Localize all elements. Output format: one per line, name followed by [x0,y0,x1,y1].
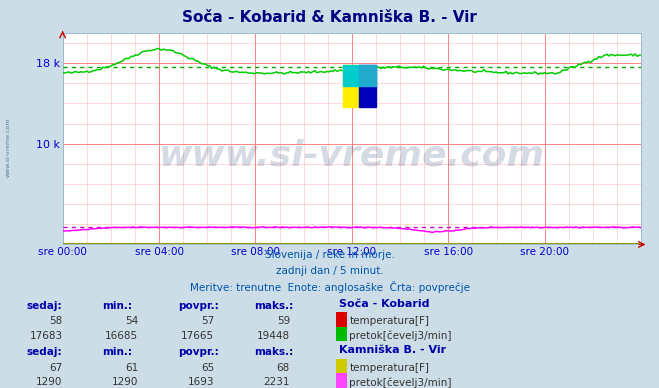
Text: 65: 65 [201,363,214,373]
Text: 57: 57 [201,316,214,326]
Text: min.:: min.: [102,347,132,357]
Text: temperatura[F]: temperatura[F] [349,316,429,326]
Text: 1290: 1290 [112,377,138,387]
Text: 61: 61 [125,363,138,373]
Text: povpr.:: povpr.: [178,347,219,357]
Text: maks.:: maks.: [254,301,293,311]
Text: 19448: 19448 [257,331,290,341]
Text: temperatura[F]: temperatura[F] [349,363,429,373]
Text: sedaj:: sedaj: [26,301,62,311]
Text: min.:: min.: [102,301,132,311]
Text: 17683: 17683 [30,331,63,341]
Text: 1693: 1693 [188,377,214,387]
Text: povpr.:: povpr.: [178,301,219,311]
Bar [359,65,376,107]
Bar [359,65,376,86]
Bar [343,65,359,86]
Text: 17665: 17665 [181,331,214,341]
Text: Soča - Kobarid: Soča - Kobarid [339,299,430,309]
Text: 54: 54 [125,316,138,326]
Text: zadnji dan / 5 minut.: zadnji dan / 5 minut. [275,266,384,276]
Bar [343,65,359,107]
Text: pretok[čevelj3/min]: pretok[čevelj3/min] [349,331,452,341]
Text: 1290: 1290 [36,377,63,387]
Text: 59: 59 [277,316,290,326]
Text: 2231: 2231 [264,377,290,387]
Text: Kamniška B. - Vir: Kamniška B. - Vir [339,345,447,355]
Text: www.si-vreme.com: www.si-vreme.com [159,139,545,173]
Text: 16685: 16685 [105,331,138,341]
Text: Meritve: trenutne  Enote: anglosaške  Črta: povprečje: Meritve: trenutne Enote: anglosaške Črta… [190,281,469,293]
Text: sedaj:: sedaj: [26,347,62,357]
Text: pretok[čevelj3/min]: pretok[čevelj3/min] [349,377,452,388]
Text: 67: 67 [49,363,63,373]
Text: Soča - Kobarid & Kamniška B. - Vir: Soča - Kobarid & Kamniška B. - Vir [182,10,477,25]
Text: www.si-vreme.com: www.si-vreme.com [6,118,11,177]
Text: 68: 68 [277,363,290,373]
Text: Slovenija / reke in morje.: Slovenija / reke in morje. [264,250,395,260]
Text: maks.:: maks.: [254,347,293,357]
Text: 58: 58 [49,316,63,326]
